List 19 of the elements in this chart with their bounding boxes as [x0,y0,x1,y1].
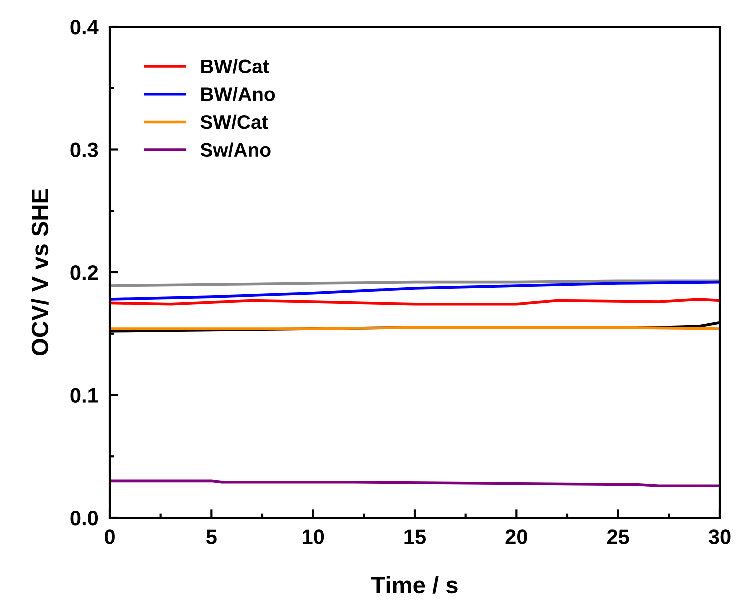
x-tick-label: 30 [708,530,731,544]
legend-label: Sw/Ano [200,142,271,158]
legend-label: BW/Cat [202,59,270,74]
y-tick-label: 0.0 [70,511,98,526]
x-axis-title: Time / s [372,576,458,594]
y-tick-label: 0.2 [70,266,98,280]
legend-label: SW/Cat [200,114,268,130]
x-tick-label: 25 [607,530,630,544]
y-tick-label: 0.3 [70,142,98,158]
y-axis-title: OCV/ V vs SHE [31,189,49,356]
x-tick-label: 5 [206,530,217,544]
x-tick-label: 20 [506,530,528,544]
y-tick-label: 0.1 [70,388,98,404]
x-tick-label: 15 [404,530,426,544]
x-tick-label: 10 [303,530,324,544]
y-tick-label: 0.4 [70,20,99,35]
legend-label: BW/Ano [202,87,276,102]
x-tick-label: 0 [105,530,115,544]
line-series [110,280,720,301]
